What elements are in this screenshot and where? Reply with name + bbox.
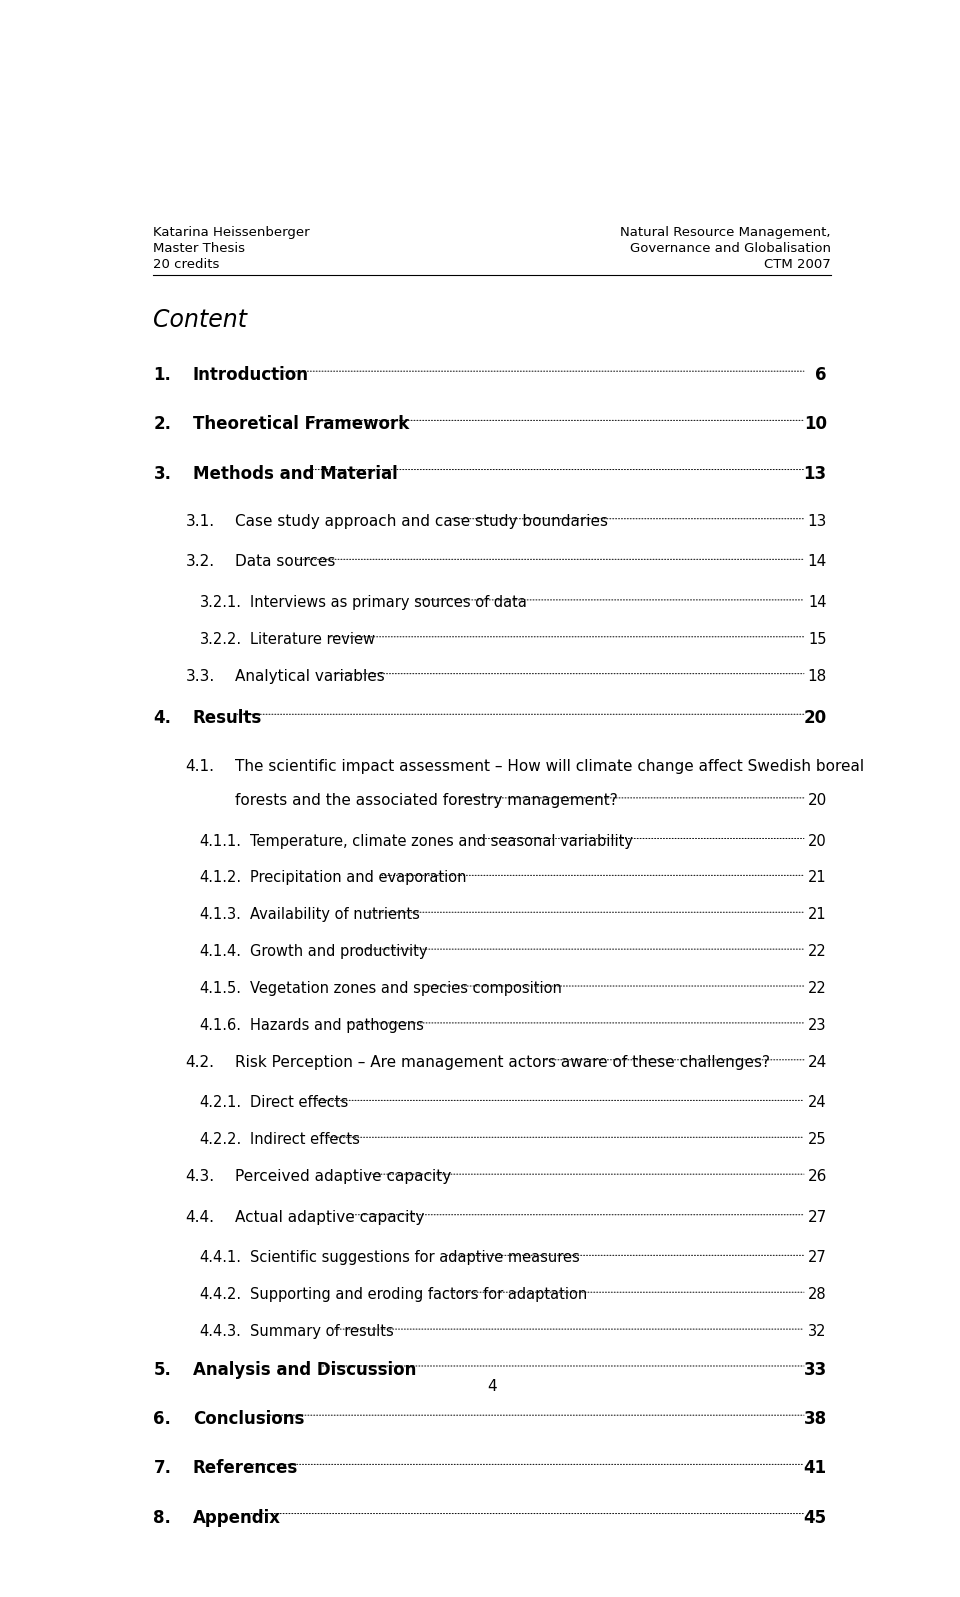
Text: Literature review: Literature review [251, 632, 375, 647]
Text: 41: 41 [804, 1460, 827, 1477]
Text: 14: 14 [808, 596, 827, 610]
Text: Scientific suggestions for adaptive measures: Scientific suggestions for adaptive meas… [251, 1250, 580, 1265]
Text: 15: 15 [808, 632, 827, 647]
Text: 8.: 8. [154, 1509, 171, 1527]
Text: Risk Perception – Are management actors aware of these challenges?: Risk Perception – Are management actors … [235, 1056, 770, 1070]
Text: 4.2.2.: 4.2.2. [200, 1132, 242, 1147]
Text: 27: 27 [807, 1211, 827, 1225]
Text: 20 credits: 20 credits [154, 259, 220, 271]
Text: 38: 38 [804, 1410, 827, 1428]
Text: 14: 14 [807, 554, 827, 570]
Text: 7.: 7. [154, 1460, 172, 1477]
Text: 4.4.2.: 4.4.2. [200, 1287, 242, 1302]
Text: forests and the associated forestry management?: forests and the associated forestry mana… [235, 794, 618, 808]
Text: Hazards and pathogens: Hazards and pathogens [251, 1017, 424, 1033]
Text: Methods and Material: Methods and Material [193, 465, 397, 482]
Text: 22: 22 [808, 981, 827, 997]
Text: Conclusions: Conclusions [193, 1410, 304, 1428]
Text: 4.4.1.: 4.4.1. [200, 1250, 242, 1265]
Text: Katarina Heissenberger: Katarina Heissenberger [154, 227, 310, 240]
Text: Appendix: Appendix [193, 1509, 281, 1527]
Text: 4.1.6.: 4.1.6. [200, 1017, 242, 1033]
Text: 22: 22 [808, 944, 827, 960]
Text: Master Thesis: Master Thesis [154, 243, 246, 256]
Text: 4.1.2.: 4.1.2. [200, 870, 242, 885]
Text: 27: 27 [808, 1250, 827, 1265]
Text: 26: 26 [807, 1169, 827, 1185]
Text: 28: 28 [808, 1287, 827, 1302]
Text: 4.1.3.: 4.1.3. [200, 907, 242, 923]
Text: 4.1.4.: 4.1.4. [200, 944, 242, 960]
Text: 4.4.3.: 4.4.3. [200, 1324, 242, 1340]
Text: Direct effects: Direct effects [251, 1096, 348, 1110]
Text: 2.: 2. [154, 415, 172, 433]
Text: 33: 33 [804, 1361, 827, 1380]
Text: 4.3.: 4.3. [185, 1169, 215, 1185]
Text: Natural Resource Management,: Natural Resource Management, [620, 227, 830, 240]
Text: 3.2.1.: 3.2.1. [200, 596, 242, 610]
Text: Case study approach and case study boundaries: Case study approach and case study bound… [235, 514, 609, 529]
Text: Precipitation and evaporation: Precipitation and evaporation [251, 870, 467, 885]
Text: 1.: 1. [154, 366, 171, 385]
Text: Results: Results [193, 709, 262, 727]
Text: Introduction: Introduction [193, 366, 309, 385]
Text: 5.: 5. [154, 1361, 171, 1380]
Text: 13: 13 [804, 465, 827, 482]
Text: 4.1.: 4.1. [185, 759, 214, 773]
Text: Theoretical Framework: Theoretical Framework [193, 415, 409, 433]
Text: Actual adaptive capacity: Actual adaptive capacity [235, 1211, 424, 1225]
Text: 10: 10 [804, 415, 827, 433]
Text: Perceived adaptive capacity: Perceived adaptive capacity [235, 1169, 451, 1185]
Text: 32: 32 [808, 1324, 827, 1340]
Text: 3.2.2.: 3.2.2. [200, 632, 242, 647]
Text: 3.3.: 3.3. [185, 669, 215, 684]
Text: References: References [193, 1460, 299, 1477]
Text: 21: 21 [808, 870, 827, 885]
Text: Interviews as primary sources of data: Interviews as primary sources of data [251, 596, 527, 610]
Text: Analysis and Discussion: Analysis and Discussion [193, 1361, 417, 1380]
Text: 4.4.: 4.4. [185, 1211, 214, 1225]
Text: 4.1.1.: 4.1.1. [200, 834, 242, 848]
Text: 25: 25 [808, 1132, 827, 1147]
Text: 4: 4 [487, 1380, 497, 1394]
Text: 3.: 3. [154, 465, 172, 482]
Text: Vegetation zones and species composition: Vegetation zones and species composition [251, 981, 562, 997]
Text: 20: 20 [804, 709, 827, 727]
Text: 3.2.: 3.2. [185, 554, 215, 570]
Text: 20: 20 [808, 834, 827, 848]
Text: Governance and Globalisation: Governance and Globalisation [630, 243, 830, 256]
Text: Data sources: Data sources [235, 554, 336, 570]
Text: The scientific impact assessment – How will climate change affect Swedish boreal: The scientific impact assessment – How w… [235, 759, 864, 773]
Text: Availability of nutrients: Availability of nutrients [251, 907, 420, 923]
Text: 6: 6 [815, 366, 827, 385]
Text: 4.2.: 4.2. [185, 1056, 214, 1070]
Text: 24: 24 [808, 1096, 827, 1110]
Text: Indirect effects: Indirect effects [251, 1132, 360, 1147]
Text: 4.1.5.: 4.1.5. [200, 981, 242, 997]
Text: 24: 24 [807, 1056, 827, 1070]
Text: 21: 21 [808, 907, 827, 923]
Text: 4.2.1.: 4.2.1. [200, 1096, 242, 1110]
Text: 23: 23 [808, 1017, 827, 1033]
Text: 18: 18 [807, 669, 827, 684]
Text: Summary of results: Summary of results [251, 1324, 394, 1340]
Text: 13: 13 [807, 514, 827, 529]
Text: 4.: 4. [154, 709, 172, 727]
Text: Temperature, climate zones and seasonal variability: Temperature, climate zones and seasonal … [251, 834, 634, 848]
Text: 45: 45 [804, 1509, 827, 1527]
Text: Analytical variables: Analytical variables [235, 669, 385, 684]
Text: Content: Content [154, 308, 248, 332]
Text: CTM 2007: CTM 2007 [764, 259, 830, 271]
Text: 3.1.: 3.1. [185, 514, 215, 529]
Text: 20: 20 [807, 794, 827, 808]
Text: 6.: 6. [154, 1410, 171, 1428]
Text: Growth and productivity: Growth and productivity [251, 944, 428, 960]
Text: Supporting and eroding factors for adaptation: Supporting and eroding factors for adapt… [251, 1287, 588, 1302]
